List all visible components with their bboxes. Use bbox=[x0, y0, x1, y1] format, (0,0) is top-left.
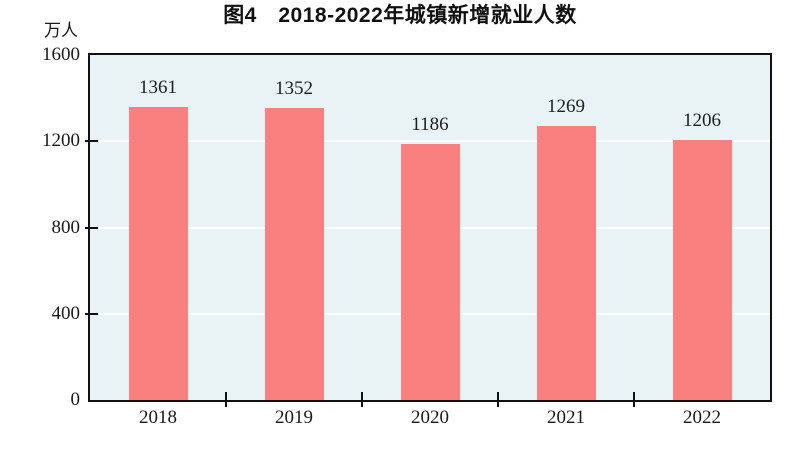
y-tick-label-400: 400 bbox=[51, 302, 81, 324]
plot-area: 1361 1352 1186 1269 1206 bbox=[85, 53, 772, 407]
bar-value-label-2018: 1361 bbox=[139, 76, 177, 98]
y-axis-unit-label: 万人 bbox=[44, 21, 78, 40]
x-tick-label-2020: 2020 bbox=[411, 407, 449, 428]
chart-title: 图4 2018-2022年城镇新增就业人数 bbox=[223, 4, 577, 27]
bar-2018 bbox=[128, 106, 188, 400]
y-tick-label-0: 0 bbox=[70, 389, 81, 410]
x-tick-label-2022: 2022 bbox=[683, 407, 721, 428]
bar-2022 bbox=[672, 139, 732, 400]
bar-2021 bbox=[536, 126, 596, 400]
bar-2019 bbox=[264, 108, 324, 400]
x-tick-mark-3 bbox=[497, 392, 499, 407]
y-tick-label-800: 800 bbox=[51, 216, 81, 238]
x-tick-label-2021: 2021 bbox=[547, 407, 585, 428]
x-tick-mark-2 bbox=[361, 392, 363, 407]
y-tick-mark-800 bbox=[85, 226, 98, 229]
bar-value-label-2021: 1269 bbox=[547, 96, 585, 118]
y-tick-mark-1200 bbox=[85, 140, 98, 143]
x-tick-mark-4 bbox=[633, 392, 635, 407]
x-tick-label-2018: 2018 bbox=[139, 407, 177, 428]
x-tick-mark-1 bbox=[225, 392, 227, 407]
gridline-1200 bbox=[90, 140, 770, 143]
bar-value-label-2022: 1206 bbox=[683, 109, 721, 131]
y-tick-mark-400 bbox=[85, 312, 98, 315]
y-tick-label-1200: 1200 bbox=[42, 130, 80, 152]
bar-2020 bbox=[400, 144, 460, 400]
bar-value-label-2019: 1352 bbox=[275, 78, 313, 100]
bar-value-label-2020: 1186 bbox=[411, 114, 449, 136]
y-tick-label-1600: 1600 bbox=[42, 44, 80, 65]
x-tick-label-2019: 2019 bbox=[275, 407, 313, 428]
